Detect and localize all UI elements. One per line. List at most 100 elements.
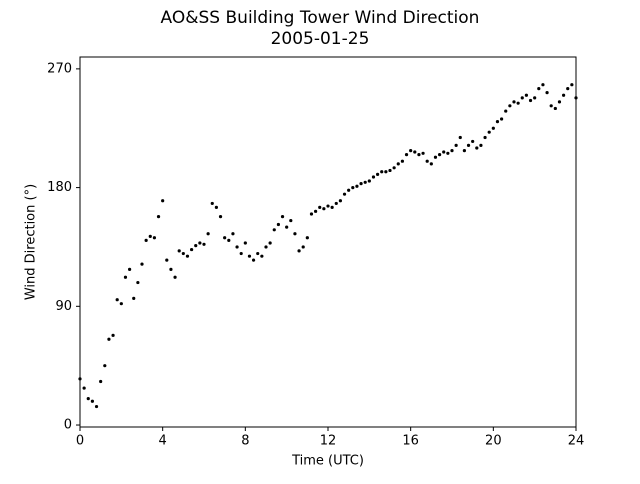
y-tick-label: 0 (64, 418, 72, 433)
point (280, 215, 285, 219)
point (438, 153, 442, 157)
point (214, 205, 218, 209)
point (400, 159, 404, 163)
point (297, 249, 301, 253)
point (132, 296, 136, 300)
point (574, 96, 578, 100)
point (566, 87, 570, 91)
point (466, 143, 471, 147)
point (243, 241, 247, 245)
point (268, 241, 272, 245)
point (260, 254, 264, 258)
point (272, 228, 276, 232)
point (524, 93, 529, 97)
point (318, 205, 322, 209)
point (471, 139, 475, 144)
point (256, 251, 260, 256)
point (371, 175, 376, 179)
point (111, 333, 115, 337)
point (231, 232, 235, 236)
point (549, 104, 553, 108)
point (570, 83, 574, 87)
point (293, 232, 297, 236)
point (388, 168, 392, 173)
point (417, 153, 421, 157)
point (128, 267, 132, 271)
point (136, 280, 140, 285)
point (99, 379, 103, 384)
x-tick-label: 0 (76, 434, 84, 449)
point (156, 215, 161, 219)
point (413, 150, 417, 154)
point (351, 185, 355, 190)
point (491, 126, 495, 130)
point (516, 101, 520, 105)
point (289, 218, 293, 223)
point (396, 162, 400, 166)
point (301, 245, 305, 249)
point (206, 232, 210, 236)
point (512, 100, 516, 104)
y-tick-label: 270 (47, 61, 72, 76)
point (446, 151, 450, 155)
point (235, 245, 239, 249)
point (82, 386, 86, 390)
point (190, 247, 194, 252)
point (504, 109, 508, 113)
point (90, 399, 94, 403)
point (94, 404, 99, 409)
point (285, 225, 289, 229)
x-tick-label: 16 (402, 434, 419, 449)
point (322, 207, 326, 211)
point (458, 135, 462, 140)
point (169, 267, 173, 271)
x-tick-label: 20 (485, 434, 502, 449)
chart-title: AO&SS Building Tower Wind Direction (161, 8, 480, 28)
point (363, 180, 367, 184)
x-axis-label: Time (UTC) (291, 454, 364, 469)
point (425, 159, 429, 163)
point (409, 149, 413, 153)
x-tick-label: 12 (320, 434, 337, 449)
x-tick-label: 8 (241, 434, 249, 449)
y-tick-label: 90 (55, 299, 72, 314)
point (239, 251, 243, 256)
point (107, 337, 111, 341)
point (140, 262, 144, 266)
point (500, 117, 504, 121)
point (119, 302, 123, 306)
point (553, 106, 557, 111)
point (202, 242, 206, 246)
point (562, 93, 566, 97)
point (123, 275, 128, 279)
point (442, 150, 446, 154)
point (227, 238, 231, 242)
point (305, 236, 309, 240)
point (450, 149, 454, 153)
y-axis-label: Wind Direction (°) (24, 184, 39, 300)
point (342, 192, 347, 196)
point (541, 83, 545, 87)
point (223, 236, 227, 240)
point (309, 212, 314, 216)
point (144, 238, 148, 242)
point (276, 222, 280, 227)
point (528, 98, 533, 103)
point (392, 166, 396, 170)
point (475, 146, 479, 150)
point (376, 172, 380, 176)
point (247, 254, 252, 258)
point (429, 162, 433, 166)
point (194, 244, 198, 248)
point (421, 151, 425, 155)
point (161, 199, 165, 203)
point (338, 199, 342, 203)
point (508, 104, 512, 108)
point (218, 215, 223, 219)
point (487, 130, 491, 134)
point (264, 245, 268, 249)
point (384, 170, 388, 174)
point (173, 275, 177, 279)
point (185, 254, 190, 258)
